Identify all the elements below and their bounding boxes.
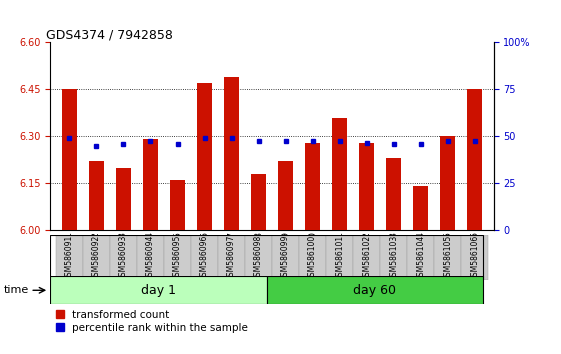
Bar: [197, 83, 212, 230]
Text: GSM586100: GSM586100: [308, 234, 317, 281]
Bar: [170, 180, 185, 230]
Text: day 1: day 1: [141, 284, 176, 297]
Text: GSM586094: GSM586094: [146, 234, 155, 281]
Text: GDS4374 / 7942858: GDS4374 / 7942858: [46, 28, 173, 41]
Bar: [56, 235, 83, 280]
Bar: [266, 276, 483, 304]
Bar: [332, 118, 347, 230]
Text: GSM586105: GSM586105: [443, 234, 452, 281]
Bar: [380, 235, 407, 280]
Bar: [50, 276, 266, 304]
Bar: [434, 235, 461, 280]
Text: GSM586098: GSM586098: [254, 234, 263, 281]
Bar: [83, 235, 110, 280]
Bar: [387, 158, 401, 230]
Bar: [407, 235, 434, 280]
Bar: [224, 77, 239, 230]
Bar: [272, 235, 299, 280]
Text: GSM586092: GSM586092: [92, 234, 101, 281]
Bar: [116, 167, 131, 230]
Bar: [143, 139, 158, 230]
Bar: [353, 235, 380, 280]
Bar: [326, 235, 353, 280]
Bar: [164, 235, 191, 280]
Bar: [359, 143, 374, 230]
Bar: [89, 161, 104, 230]
Text: day 60: day 60: [353, 284, 396, 297]
Text: GSM586104: GSM586104: [416, 234, 425, 281]
Text: GSM586095: GSM586095: [173, 234, 182, 281]
Bar: [245, 235, 272, 280]
Text: GSM586099: GSM586099: [281, 234, 290, 281]
Text: GSM586091: GSM586091: [65, 234, 74, 281]
Bar: [440, 136, 455, 230]
Text: GSM586106: GSM586106: [470, 234, 479, 281]
Bar: [467, 89, 482, 230]
Text: GSM586101: GSM586101: [335, 234, 344, 281]
Text: GSM586102: GSM586102: [362, 234, 371, 281]
Bar: [218, 235, 245, 280]
Legend: transformed count, percentile rank within the sample: transformed count, percentile rank withi…: [56, 310, 248, 333]
Bar: [413, 186, 428, 230]
Text: GSM586096: GSM586096: [200, 234, 209, 281]
Bar: [305, 143, 320, 230]
Text: time: time: [3, 285, 29, 295]
Text: GSM586097: GSM586097: [227, 234, 236, 281]
Bar: [62, 89, 77, 230]
Bar: [278, 161, 293, 230]
Bar: [191, 235, 218, 280]
Bar: [299, 235, 326, 280]
Bar: [251, 174, 266, 230]
Text: GSM586093: GSM586093: [119, 234, 128, 281]
Bar: [110, 235, 137, 280]
Text: GSM586103: GSM586103: [389, 234, 398, 281]
Bar: [461, 235, 488, 280]
Bar: [137, 235, 164, 280]
